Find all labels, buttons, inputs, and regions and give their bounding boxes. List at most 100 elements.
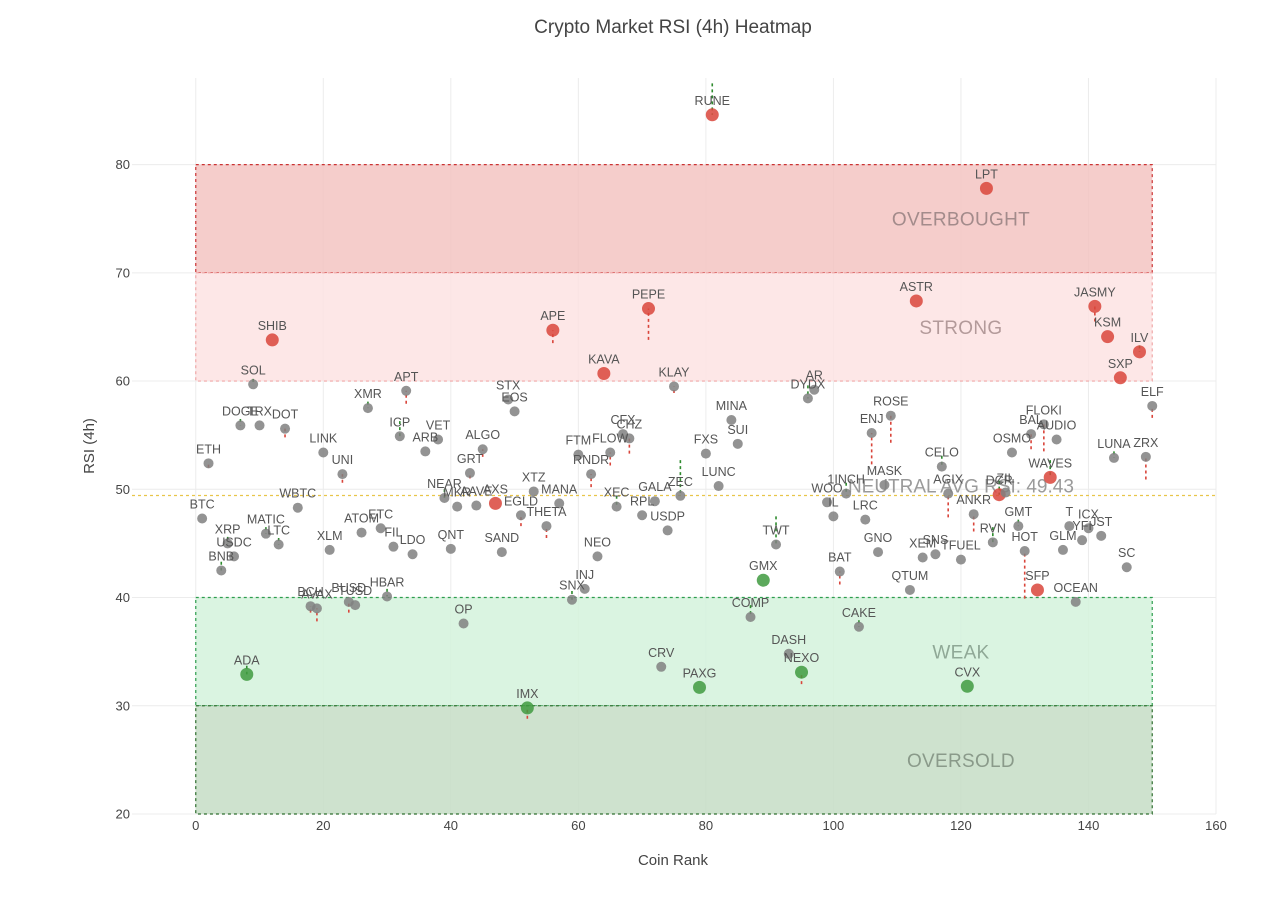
coin-point[interactable] [802, 393, 813, 404]
coin-point[interactable] [624, 433, 635, 444]
coin-point[interactable] [597, 366, 611, 380]
coin-point[interactable] [637, 510, 648, 521]
coin-point[interactable] [960, 679, 974, 693]
coin-point[interactable] [554, 498, 565, 509]
coin-point[interactable] [936, 461, 947, 472]
coin-point[interactable] [420, 446, 431, 457]
coin-point[interactable] [726, 415, 737, 426]
coin-point[interactable] [458, 618, 469, 629]
coin-point[interactable] [930, 549, 941, 560]
coin-point[interactable] [1070, 596, 1081, 607]
coin-point[interactable] [669, 381, 679, 392]
coin-point[interactable] [216, 565, 227, 576]
coin-point[interactable] [248, 379, 259, 390]
coin-point[interactable] [968, 509, 979, 520]
coin-point[interactable] [541, 521, 552, 532]
coin-point[interactable] [771, 539, 782, 550]
coin-point[interactable] [834, 566, 845, 577]
coin-point[interactable] [445, 543, 456, 554]
coin-point[interactable] [955, 554, 966, 565]
coin-point[interactable] [229, 551, 240, 562]
coin-point[interactable] [260, 528, 271, 539]
coin-point[interactable] [885, 410, 896, 421]
coin-point[interactable] [853, 621, 864, 632]
coin-point[interactable] [641, 302, 655, 316]
coin-point[interactable] [656, 661, 667, 672]
coin-point[interactable] [809, 384, 820, 395]
coin-point[interactable] [1147, 400, 1158, 411]
coin-point[interactable] [235, 420, 246, 431]
coin-point[interactable] [1026, 429, 1037, 440]
coin-point[interactable] [909, 294, 923, 308]
coin-point[interactable] [546, 323, 560, 337]
coin-point[interactable] [1140, 451, 1151, 462]
coin-point[interactable] [496, 547, 507, 558]
coin-point[interactable] [841, 488, 852, 499]
coin-point[interactable] [401, 385, 412, 396]
coin-point[interactable] [240, 667, 254, 681]
coin-point[interactable] [503, 394, 514, 405]
coin-point[interactable] [509, 406, 520, 417]
coin-point[interactable] [388, 541, 399, 552]
coin-point[interactable] [1101, 330, 1115, 344]
coin-point[interactable] [1132, 345, 1146, 359]
coin-point[interactable] [1051, 434, 1062, 445]
coin-point[interactable] [573, 449, 584, 460]
coin-point[interactable] [350, 600, 361, 611]
coin-point[interactable] [318, 447, 329, 458]
coin-point[interactable] [566, 594, 577, 605]
coin-point[interactable] [324, 544, 335, 555]
coin-point[interactable] [579, 583, 590, 594]
coin-point[interactable] [254, 420, 265, 431]
coin-point[interactable] [452, 501, 463, 512]
coin-point[interactable] [1030, 583, 1044, 597]
coin-point[interactable] [1064, 521, 1075, 532]
coin-point[interactable] [394, 431, 405, 442]
coin-point[interactable] [586, 469, 597, 480]
coin-point[interactable] [943, 488, 954, 499]
coin-point[interactable] [795, 665, 809, 679]
coin-point[interactable] [280, 423, 291, 434]
coin-point[interactable] [515, 510, 526, 521]
coin-point[interactable] [222, 538, 233, 549]
coin-point[interactable] [987, 537, 998, 548]
coin-point[interactable] [1006, 447, 1017, 458]
coin-point[interactable] [1108, 452, 1119, 463]
coin-point[interactable] [464, 468, 475, 479]
coin-point[interactable] [362, 403, 373, 414]
coin-point[interactable] [866, 428, 877, 439]
coin-point[interactable] [1043, 470, 1057, 484]
coin-point[interactable] [528, 486, 539, 497]
coin-point[interactable] [1057, 544, 1068, 555]
coin-point[interactable] [1088, 299, 1102, 313]
coin-point[interactable] [375, 523, 386, 534]
coin-point[interactable] [605, 447, 616, 458]
coin-point[interactable] [1083, 523, 1094, 534]
coin-point[interactable] [356, 527, 367, 538]
coin-point[interactable] [1000, 487, 1011, 498]
coin-point[interactable] [662, 525, 673, 536]
coin-point[interactable] [675, 490, 686, 501]
coin-point[interactable] [592, 551, 603, 562]
coin-point[interactable] [471, 500, 482, 511]
coin-point[interactable] [488, 496, 502, 510]
coin-point[interactable] [1113, 371, 1127, 385]
coin-point[interactable] [822, 497, 833, 508]
coin-point[interactable] [879, 479, 890, 490]
coin-point[interactable] [873, 547, 884, 558]
coin-point[interactable] [917, 552, 928, 563]
coin-point[interactable] [407, 549, 418, 560]
coin-point[interactable] [828, 511, 839, 522]
coin-point[interactable] [1077, 535, 1088, 546]
coin-point[interactable] [1121, 562, 1132, 573]
coin-point[interactable] [700, 448, 711, 459]
coin-point[interactable] [197, 513, 208, 524]
coin-point[interactable] [1038, 419, 1049, 430]
coin-point[interactable] [433, 434, 444, 445]
coin-point[interactable] [477, 444, 488, 455]
coin-point[interactable] [311, 603, 322, 614]
coin-point[interactable] [439, 492, 450, 503]
coin-point[interactable] [860, 514, 871, 525]
coin-point[interactable] [783, 648, 794, 659]
coin-point[interactable] [292, 502, 303, 513]
